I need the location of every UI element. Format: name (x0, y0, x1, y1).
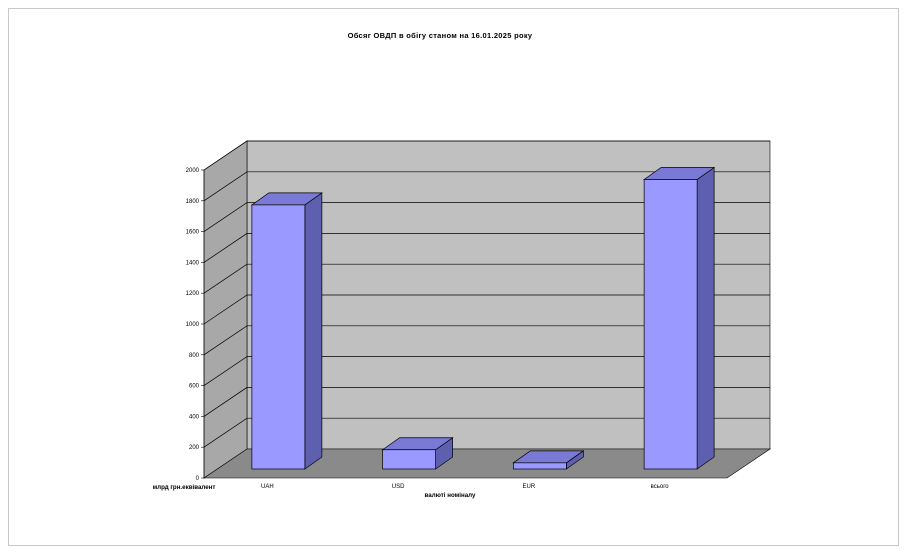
x-axis-label: валюті номіналу (425, 492, 476, 499)
gridline (203, 140, 770, 171)
x-category-label: USD (392, 484, 405, 490)
y-tick-label: 1000 (186, 322, 200, 328)
bar-side (304, 192, 323, 470)
x-category-label: всього (651, 484, 670, 490)
bar-front (643, 179, 698, 470)
y-tick-label: 800 (189, 353, 200, 359)
y-tick-label: 1400 (186, 260, 200, 266)
y-tick-label: 1600 (186, 230, 200, 236)
bar-front (382, 449, 436, 470)
y-tick-label: 2000 (186, 168, 200, 174)
bar-front (251, 204, 306, 470)
gridline (203, 387, 770, 417)
y-tick-label: 400 (189, 414, 200, 420)
gridline (203, 294, 770, 325)
gridline (203, 202, 770, 232)
x-category-label: EUR (523, 484, 536, 490)
bar-всього (643, 166, 716, 470)
bar-UAH (250, 192, 323, 470)
gridline (203, 356, 770, 386)
y-tick-label: 1800 (186, 199, 200, 205)
bar-side (696, 166, 715, 470)
floor (203, 448, 771, 479)
y-tick-label: 600 (189, 384, 200, 390)
y-axis-label: млрд грн.еквівалент (153, 484, 216, 491)
y-tick-label: 1200 (186, 291, 200, 297)
y-tick-label: 200 (189, 445, 200, 451)
gridline (203, 233, 770, 263)
bar-USD (381, 437, 454, 470)
gridline (203, 417, 770, 448)
gridline (203, 325, 770, 356)
x-category-label: UAH (261, 484, 274, 490)
chart-title: Обсяг ОВДП в обігу станом на 16.01.2025 … (348, 31, 533, 40)
gridline (203, 171, 770, 202)
bar-EUR (512, 450, 585, 470)
y-tick-label: 0 (196, 476, 200, 482)
gridline (203, 263, 770, 294)
bar-front (513, 462, 567, 470)
